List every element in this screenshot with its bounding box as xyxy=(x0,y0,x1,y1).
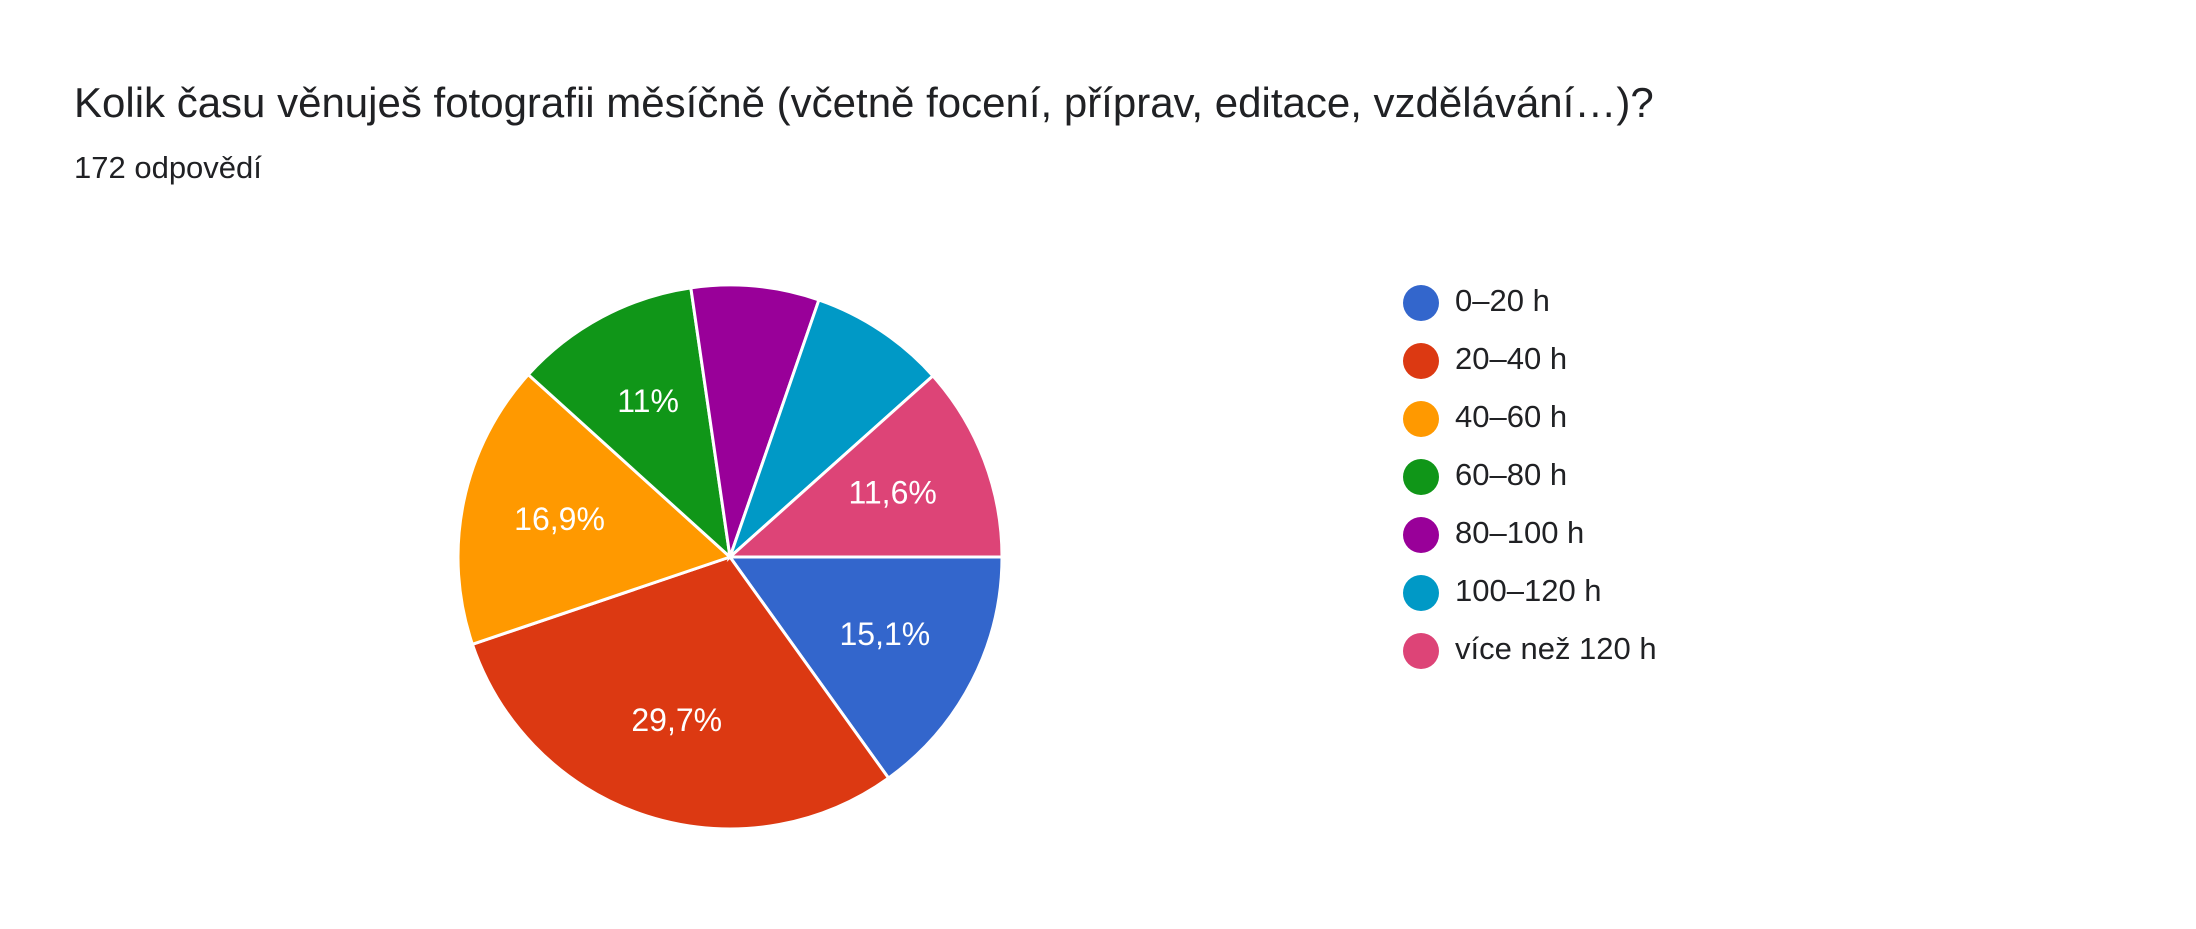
slice-label: 29,7% xyxy=(631,702,722,738)
slice-label: 15,1% xyxy=(839,616,930,652)
legend-marker xyxy=(1403,633,1439,669)
legend-marker xyxy=(1403,575,1439,611)
slice-label: 16,9% xyxy=(514,501,605,537)
pie-slice xyxy=(726,298,936,562)
pie-slice xyxy=(470,555,891,831)
legend-label: více než 120 h xyxy=(1455,631,1657,666)
pie-slice xyxy=(727,555,1004,781)
legend-label: 0–20 h xyxy=(1455,283,1550,318)
pie-slice xyxy=(526,286,733,561)
legend-label: 20–40 h xyxy=(1455,341,1567,376)
pie-slice xyxy=(456,372,733,647)
legend-label: 40–60 h xyxy=(1455,399,1567,434)
legend-marker xyxy=(1403,459,1439,495)
chart-subtitle: 172 odpovědí xyxy=(74,150,262,185)
legend-label: 100–120 h xyxy=(1455,573,1602,608)
pie-slice xyxy=(689,283,821,558)
pie-slice xyxy=(726,373,1004,559)
legend-marker xyxy=(1403,343,1439,379)
slice-label: 11,6% xyxy=(848,474,936,510)
legend-marker xyxy=(1403,517,1439,553)
slice-label: 11% xyxy=(617,383,679,419)
chart-title: Kolik času věnuješ fotografii měsíčně (v… xyxy=(74,79,1654,126)
legend-marker xyxy=(1403,285,1439,321)
legend-label: 60–80 h xyxy=(1455,457,1567,492)
legend-label: 80–100 h xyxy=(1455,515,1584,550)
legend-marker xyxy=(1403,401,1439,437)
